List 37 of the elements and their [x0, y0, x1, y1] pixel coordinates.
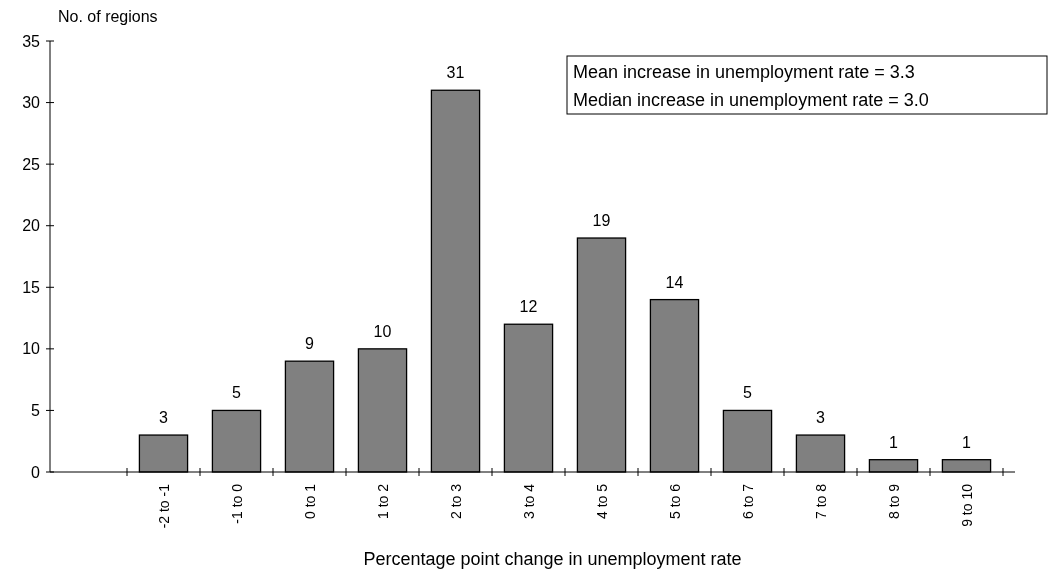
- y-tick-label: 0: [31, 463, 41, 481]
- y-tick-label: 5: [31, 402, 41, 420]
- x-tick-label: 2 to 3: [447, 483, 464, 520]
- y-tick-label: 25: [22, 155, 41, 173]
- x-tick-label: 9 to 10: [958, 483, 975, 527]
- annotation: Mean increase in unemployment rate = 3.3: [573, 62, 915, 82]
- y-tick-label: 10: [22, 340, 41, 358]
- data-label: 5: [232, 384, 242, 402]
- data-label: 3: [159, 409, 169, 427]
- x-axis-title: Percentage point change in unemployment rate: [363, 549, 742, 569]
- x-tick-label: 0 to 1: [301, 483, 318, 520]
- data-label: 9: [305, 335, 315, 353]
- annotation: Median increase in unemployment rate = 3.0: [573, 90, 929, 110]
- data-label: 1: [962, 433, 972, 451]
- data-label: 12: [519, 298, 538, 316]
- y-tick-label: 15: [22, 278, 41, 296]
- x-tick-label: 7 to 8: [812, 483, 829, 520]
- data-label: 5: [743, 384, 753, 402]
- x-tick-label: 4 to 5: [593, 483, 610, 520]
- data-label: 31: [446, 64, 465, 82]
- x-tick-label: 6 to 7: [739, 483, 756, 520]
- data-label: 1: [889, 433, 899, 451]
- data-label: 3: [816, 409, 826, 427]
- data-label: 19: [592, 212, 611, 230]
- x-tick-label: 3 to 4: [520, 483, 537, 520]
- y-tick-label: 35: [22, 32, 41, 50]
- y-tick-label: 20: [22, 217, 41, 235]
- x-tick-label: 5 to 6: [666, 483, 683, 520]
- x-tick-label: -2 to -1: [155, 483, 172, 529]
- y-tick-label: 30: [22, 94, 41, 112]
- data-label: 10: [373, 322, 392, 340]
- y-axis-title: No. of regions: [58, 8, 158, 25]
- x-tick-label: 8 to 9: [885, 483, 902, 520]
- data-label: 14: [665, 273, 684, 291]
- x-tick-label: 1 to 2: [374, 483, 391, 520]
- note-box: Mean increase in unemployment rate = 3.3 Median increase in unemployment rate = 3.0: [566, 55, 1048, 115]
- x-tick-label: -1 to 0: [228, 483, 245, 524]
